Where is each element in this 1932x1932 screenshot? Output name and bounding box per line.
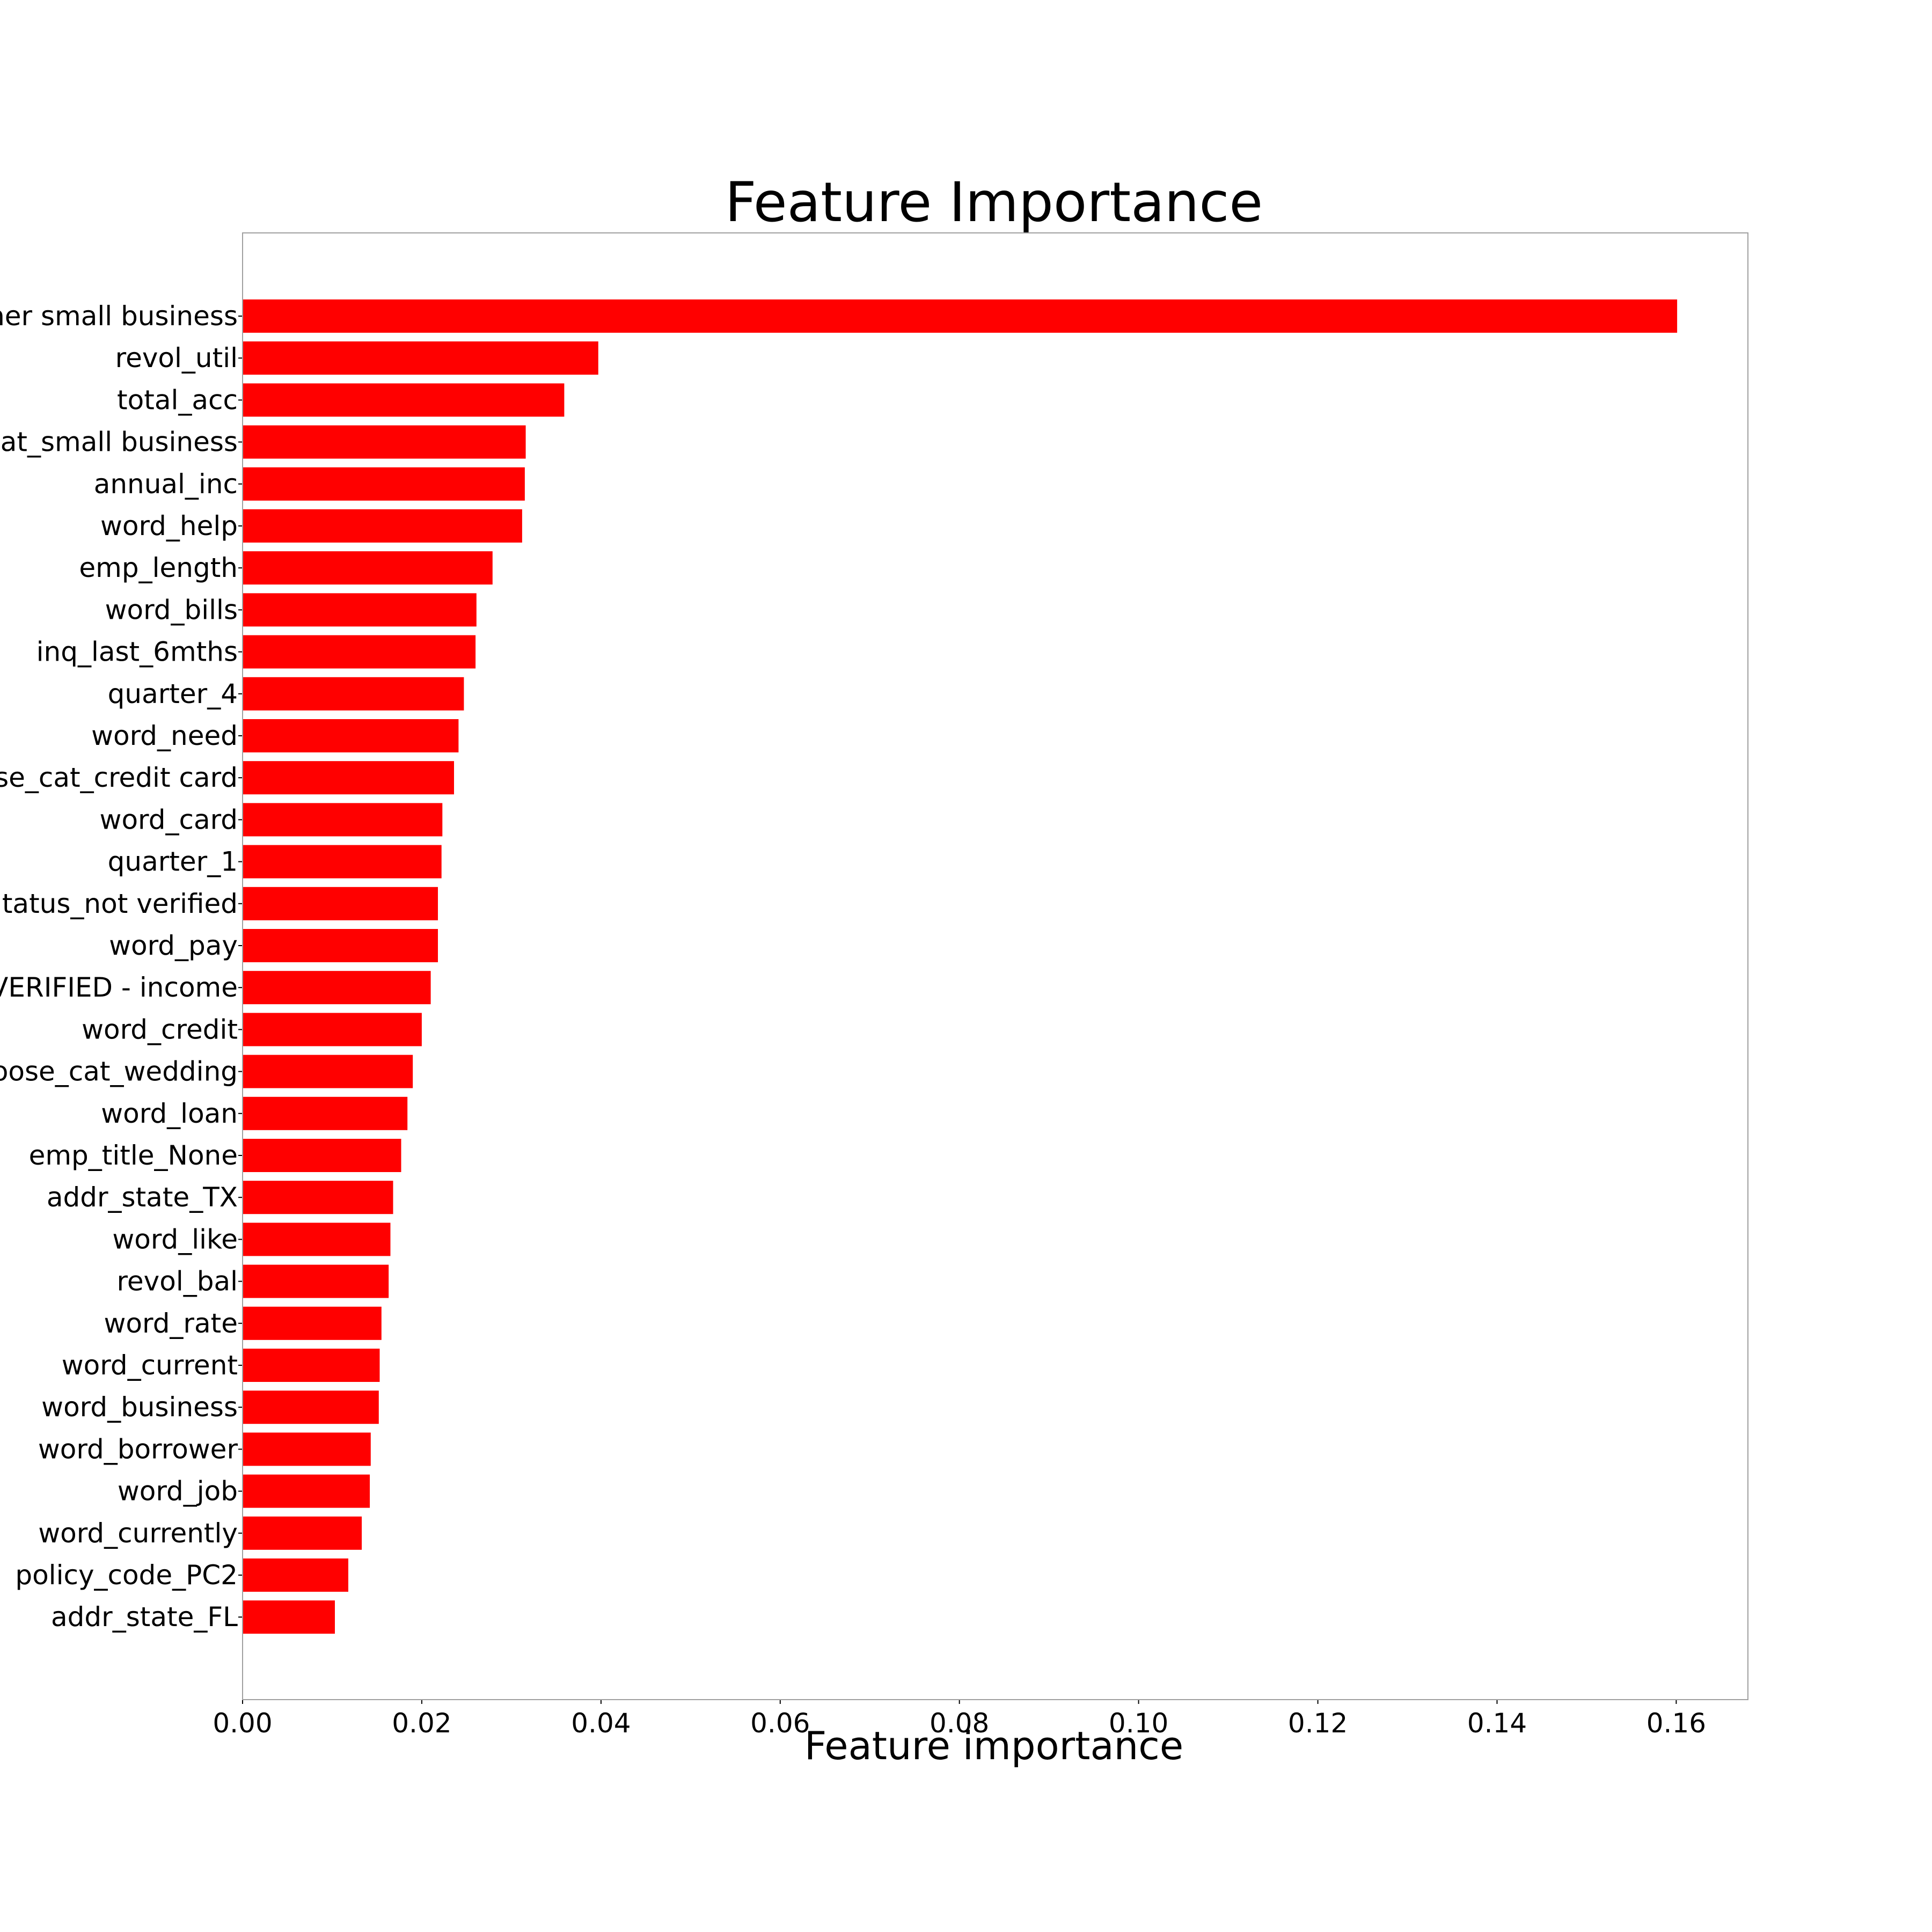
y-tick-label-18: oose_cat_wedding [0,1056,238,1087]
bar-6 [243,551,493,585]
bar-19 [243,1096,408,1130]
bar-2 [243,383,565,417]
y-tick-labels: ner small business revol_util total_acc at_… [0,301,243,1633]
bar-9 [243,677,464,711]
y-tick-label-12: word_card [100,804,238,835]
bar-29 [243,1516,362,1550]
y-tick-label-14: tatus_not verified [2,888,238,919]
x-tick-label-0: 0.00 [213,1708,272,1739]
plot-frame [242,232,1748,1700]
x-tick-label-1: 0.02 [392,1708,451,1739]
y-tick-label-25: word_current [62,1350,238,1381]
bar-31 [243,1600,335,1634]
y-tick-label-16: VERIFIED - income [0,972,238,1003]
bar-18 [243,1055,413,1088]
y-tick-label-4: annual_inc [94,469,238,500]
bar-4 [243,467,525,501]
x-tick-label-5: 0.10 [1109,1708,1168,1739]
y-tick-label-24: word_rate [104,1308,238,1339]
bar-5 [243,509,522,543]
y-tick-label-1: revol_util [115,342,238,374]
x-tick-label-2: 0.04 [571,1708,631,1739]
bar-12 [243,803,443,837]
y-tick-label-29: word_currently [38,1518,238,1549]
y-tick-label-2: total_acc [117,384,238,415]
y-tick-label-3: at_small business [1,427,238,458]
bars-group [243,299,1678,1634]
y-tick-label-30: policy_code_PC2 [15,1560,238,1591]
y-tick-label-27: word_borrower [38,1433,238,1465]
y-tick-label-10: word_need [91,720,238,751]
x-tick-label-7: 0.14 [1467,1708,1527,1739]
y-tick-label-11: se_cat_credit card [0,762,238,793]
bar-16 [243,971,431,1005]
bar-23 [243,1264,389,1298]
y-tick-label-26: word_business [41,1392,238,1423]
x-tick-label-3: 0.06 [750,1708,810,1739]
bar-17 [243,1013,422,1046]
bar-14 [243,887,438,920]
bar-13 [243,845,442,879]
y-tick-label-19: word_loan [101,1098,238,1129]
x-tick-label-6: 0.12 [1288,1708,1348,1739]
y-tick-label-15: word_pay [109,930,238,961]
x-tick-label-8: 0.16 [1646,1708,1706,1739]
bar-8 [243,635,476,669]
bar-27 [243,1432,371,1466]
y-tick-label-5: word_help [100,510,238,541]
x-axis-label: Feature importance [804,1723,1183,1768]
bar-0 [243,299,1678,333]
y-tick-label-22: word_like [112,1224,238,1255]
bar-20 [243,1139,401,1172]
bar-22 [243,1223,391,1256]
bar-30 [243,1558,348,1592]
y-tick-label-23: revol_bal [116,1266,238,1297]
bar-10 [243,719,459,752]
y-tick-label-13: quarter_1 [108,846,238,877]
bar-11 [243,761,454,795]
y-tick-label-28: word_job [118,1476,238,1507]
bar-28 [243,1474,370,1508]
y-tick-label-0: ner small business [0,301,238,332]
bar-7 [243,593,477,627]
y-tick-label-20: emp_title_None [29,1140,238,1171]
y-tick-label-17: word_credit [82,1014,238,1045]
bar-1 [243,341,598,375]
y-tick-label-7: word_bills [105,594,238,625]
bar-24 [243,1306,382,1340]
x-tick-label-4: 0.08 [930,1708,989,1739]
y-tick-label-31: addr_state_FL [51,1601,238,1633]
chart-title: Feature Importance [725,171,1263,235]
x-ticks: 0.00 0.02 0.04 0.06 0.08 0.10 0.12 0.14 0.16 [213,1700,1706,1739]
bar-21 [243,1181,393,1214]
y-tick-label-8: inq_last_6mths [36,636,238,668]
bar-26 [243,1391,379,1424]
bar-25 [243,1349,380,1382]
bar-3 [243,425,526,459]
bar-15 [243,929,438,962]
y-tick-label-9: quarter_4 [108,678,238,709]
y-tick-label-6: emp_length [79,552,238,583]
y-tick-label-21: addr_state_TX [47,1182,238,1213]
